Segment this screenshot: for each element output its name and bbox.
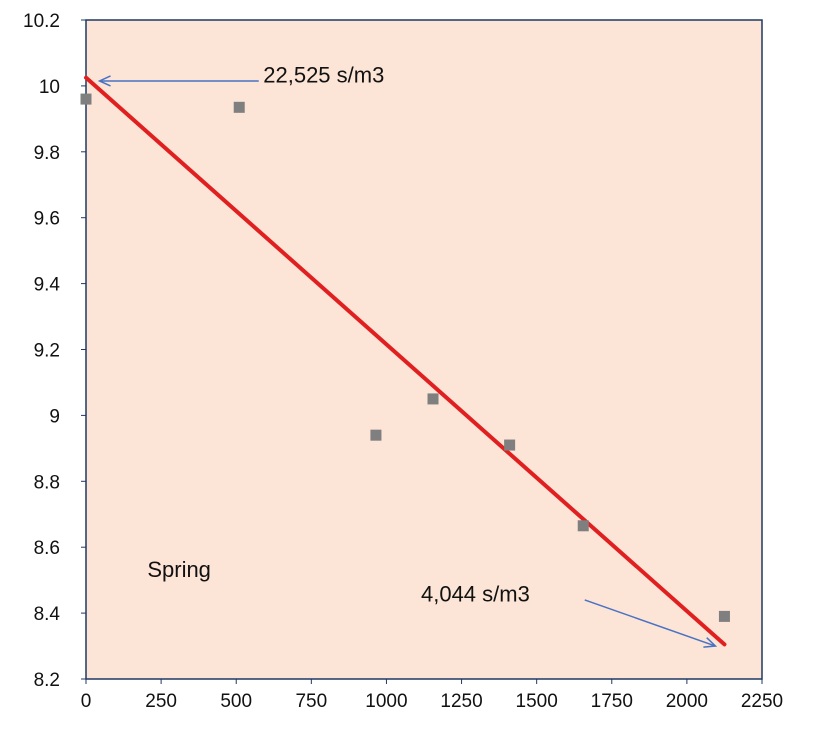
- y-tick-label: 8.2: [34, 670, 60, 691]
- data-point: [577, 520, 589, 532]
- x-tick-label: 500: [220, 691, 252, 712]
- data-point: [370, 429, 382, 441]
- data-point: [80, 93, 92, 105]
- y-tick-label: 8.8: [34, 472, 60, 493]
- x-tick-label: 2000: [666, 691, 708, 712]
- y-tick-label: 9: [49, 406, 60, 427]
- y-tick-label: 10.2: [23, 11, 60, 32]
- x-tick-label: 2250: [741, 691, 783, 712]
- x-tick-label: 1750: [591, 691, 633, 712]
- y-tick-label: 9.6: [34, 209, 60, 230]
- x-tick-label: 1500: [516, 691, 558, 712]
- x-tick-label: 1250: [440, 691, 482, 712]
- data-point: [504, 439, 516, 451]
- series-label: Spring: [147, 557, 211, 582]
- y-tick-label: 10: [39, 77, 60, 98]
- data-point: [427, 393, 439, 405]
- x-tick-label: 0: [81, 691, 92, 712]
- y-tick-label: 9.4: [34, 275, 61, 296]
- x-tick-label: 1000: [365, 691, 407, 712]
- y-tick-label: 9.2: [34, 341, 60, 362]
- y-tick-label: 8.6: [34, 538, 60, 559]
- annotation-label: 22,525 s/m3: [263, 63, 384, 88]
- y-tick-label: 9.8: [34, 143, 60, 164]
- y-tick-label: 8.4: [34, 604, 61, 625]
- marks-layer: [80, 19, 763, 684]
- annotation-arrow: [584, 599, 718, 648]
- data-point: [233, 101, 245, 113]
- labels-layer: 0 250 500 750 1000 1250 1500 1750 2000 2250 8.2 8.4…: [23, 11, 783, 712]
- x-tick-label: 750: [295, 691, 327, 712]
- annotation-label: 4,044 s/m3: [421, 582, 530, 607]
- plot-area: [85, 19, 763, 680]
- x-tick-label: 250: [145, 691, 177, 712]
- data-point: [718, 610, 730, 622]
- trendline: [84, 75, 727, 647]
